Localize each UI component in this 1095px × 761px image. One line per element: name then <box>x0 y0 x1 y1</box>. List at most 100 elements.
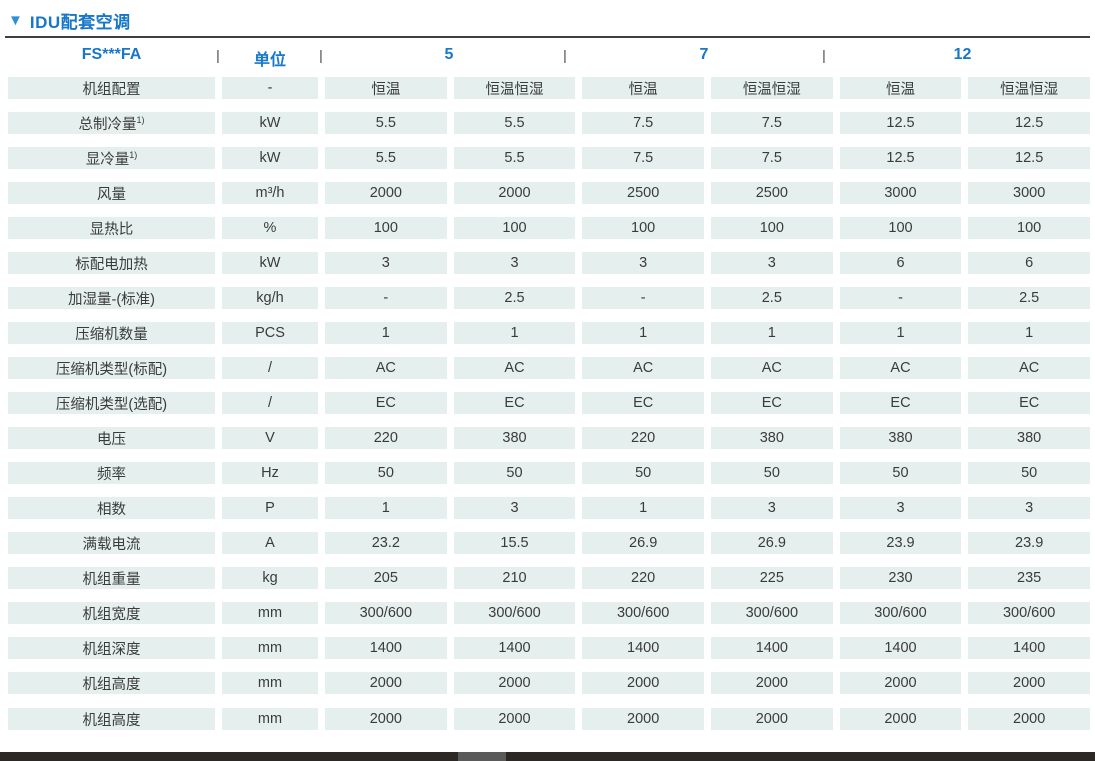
section-title: IDU配套空调 <box>29 13 131 32</box>
row-value: 5.5 <box>453 147 576 169</box>
row-label: 机组重量 <box>8 567 215 589</box>
row-value: 2000 <box>710 672 833 694</box>
row-value: 50 <box>325 462 447 484</box>
row-unit: / <box>222 392 318 414</box>
row-value: 1400 <box>453 637 576 659</box>
row-value: 2000 <box>453 182 576 204</box>
row-value: 2.5 <box>710 287 833 309</box>
table-header-row: FS***FA | 单位 | 5 | 7 | 12 <box>0 38 1095 77</box>
row-value: 225 <box>710 567 833 589</box>
header-separator: | <box>822 47 826 63</box>
scrollbar-thumb[interactable] <box>458 752 506 761</box>
row-unit: mm <box>222 602 318 624</box>
row-value: 2000 <box>325 182 447 204</box>
row-value: 1 <box>453 322 576 344</box>
column-group-7: 7 <box>699 46 709 63</box>
row-value: 100 <box>582 217 704 239</box>
row-unit: kg/h <box>222 287 318 309</box>
row-value: 12.5 <box>968 147 1090 169</box>
row-value: 2000 <box>710 708 833 730</box>
row-unit: P <box>222 497 318 519</box>
row-value: 2000 <box>582 672 704 694</box>
row-value: 100 <box>710 217 833 239</box>
row-value: 5.5 <box>325 112 447 134</box>
row-value: 1400 <box>839 637 962 659</box>
row-value: 380 <box>839 427 962 449</box>
row-value: 220 <box>582 427 704 449</box>
row-value: 2000 <box>453 708 576 730</box>
row-value: 恒温 <box>582 77 704 99</box>
row-value: 2000 <box>325 672 447 694</box>
row-label: 压缩机类型(标配) <box>8 357 215 379</box>
row-value: 230 <box>839 567 962 589</box>
row-value: AC <box>453 357 576 379</box>
row-value: 23.2 <box>325 532 447 554</box>
row-unit: kW <box>222 147 318 169</box>
column-group-12: 12 <box>953 46 972 63</box>
row-label: 机组配置 <box>8 77 215 99</box>
row-value: 1 <box>710 322 833 344</box>
footnote-marker: 1) <box>136 114 145 125</box>
row-unit: mm <box>222 637 318 659</box>
row-unit: Hz <box>222 462 318 484</box>
row-label: 显热比 <box>8 217 215 239</box>
row-value: 205 <box>325 567 447 589</box>
row-label: 电压 <box>8 427 215 449</box>
row-label: 相数 <box>8 497 215 519</box>
row-value: 380 <box>710 427 833 449</box>
row-value: 12.5 <box>839 147 962 169</box>
row-value: EC <box>325 392 447 414</box>
row-unit: mm <box>222 672 318 694</box>
row-value: AC <box>839 357 962 379</box>
row-label: 总制冷量 1) <box>8 112 215 134</box>
row-value: 1 <box>325 497 447 519</box>
row-value: - <box>582 287 704 309</box>
column-header-model: FS***FA <box>81 46 142 63</box>
row-value: 23.9 <box>968 532 1090 554</box>
row-unit: A <box>222 532 318 554</box>
row-value: 12.5 <box>839 112 962 134</box>
row-value: 1400 <box>325 637 447 659</box>
row-value: 220 <box>325 427 447 449</box>
section-header: ▼ IDU配套空调 <box>0 0 1095 32</box>
row-value: 50 <box>453 462 576 484</box>
row-value: AC <box>968 357 1090 379</box>
row-value: 210 <box>453 567 576 589</box>
spec-table: 机组配置 - 恒温 恒温恒湿 恒温 恒温恒湿 恒温 恒温恒湿 总制冷量 1) kW 5.5 5.5 7.5… <box>8 77 1090 694</box>
row-value: 2000 <box>968 672 1090 694</box>
row-value: 1 <box>839 322 962 344</box>
row-label: 满载电流 <box>8 532 215 554</box>
row-value: - <box>325 287 447 309</box>
row-value: 6 <box>839 252 962 274</box>
row-value: 3 <box>710 252 833 274</box>
row-value: 2.5 <box>453 287 576 309</box>
row-unit: kW <box>222 112 318 134</box>
row-value: 2000 <box>968 708 1090 730</box>
row-value: 3 <box>453 252 576 274</box>
row-value: 1 <box>582 322 704 344</box>
row-label: 压缩机数量 <box>8 322 215 344</box>
row-unit: mm <box>222 708 318 730</box>
row-value: 恒温恒湿 <box>710 77 833 99</box>
horizontal-scrollbar[interactable] <box>0 752 1095 761</box>
row-unit: kW <box>222 252 318 274</box>
row-unit: - <box>222 77 318 99</box>
row-label: 机组高度 <box>8 708 215 730</box>
row-value: 2000 <box>582 708 704 730</box>
row-value: 15.5 <box>453 532 576 554</box>
row-value: 380 <box>968 427 1090 449</box>
row-value: 2000 <box>325 708 447 730</box>
row-value: 2500 <box>710 182 833 204</box>
row-value: 6 <box>968 252 1090 274</box>
row-value: 7.5 <box>582 147 704 169</box>
row-value: 235 <box>968 567 1090 589</box>
row-value: AC <box>710 357 833 379</box>
row-unit: kg <box>222 567 318 589</box>
row-value: EC <box>582 392 704 414</box>
row-label: 机组深度 <box>8 637 215 659</box>
row-value: 恒温 <box>839 77 962 99</box>
row-label: 机组宽度 <box>8 602 215 624</box>
row-value: 2500 <box>582 182 704 204</box>
row-value: 50 <box>710 462 833 484</box>
row-value: 380 <box>453 427 576 449</box>
